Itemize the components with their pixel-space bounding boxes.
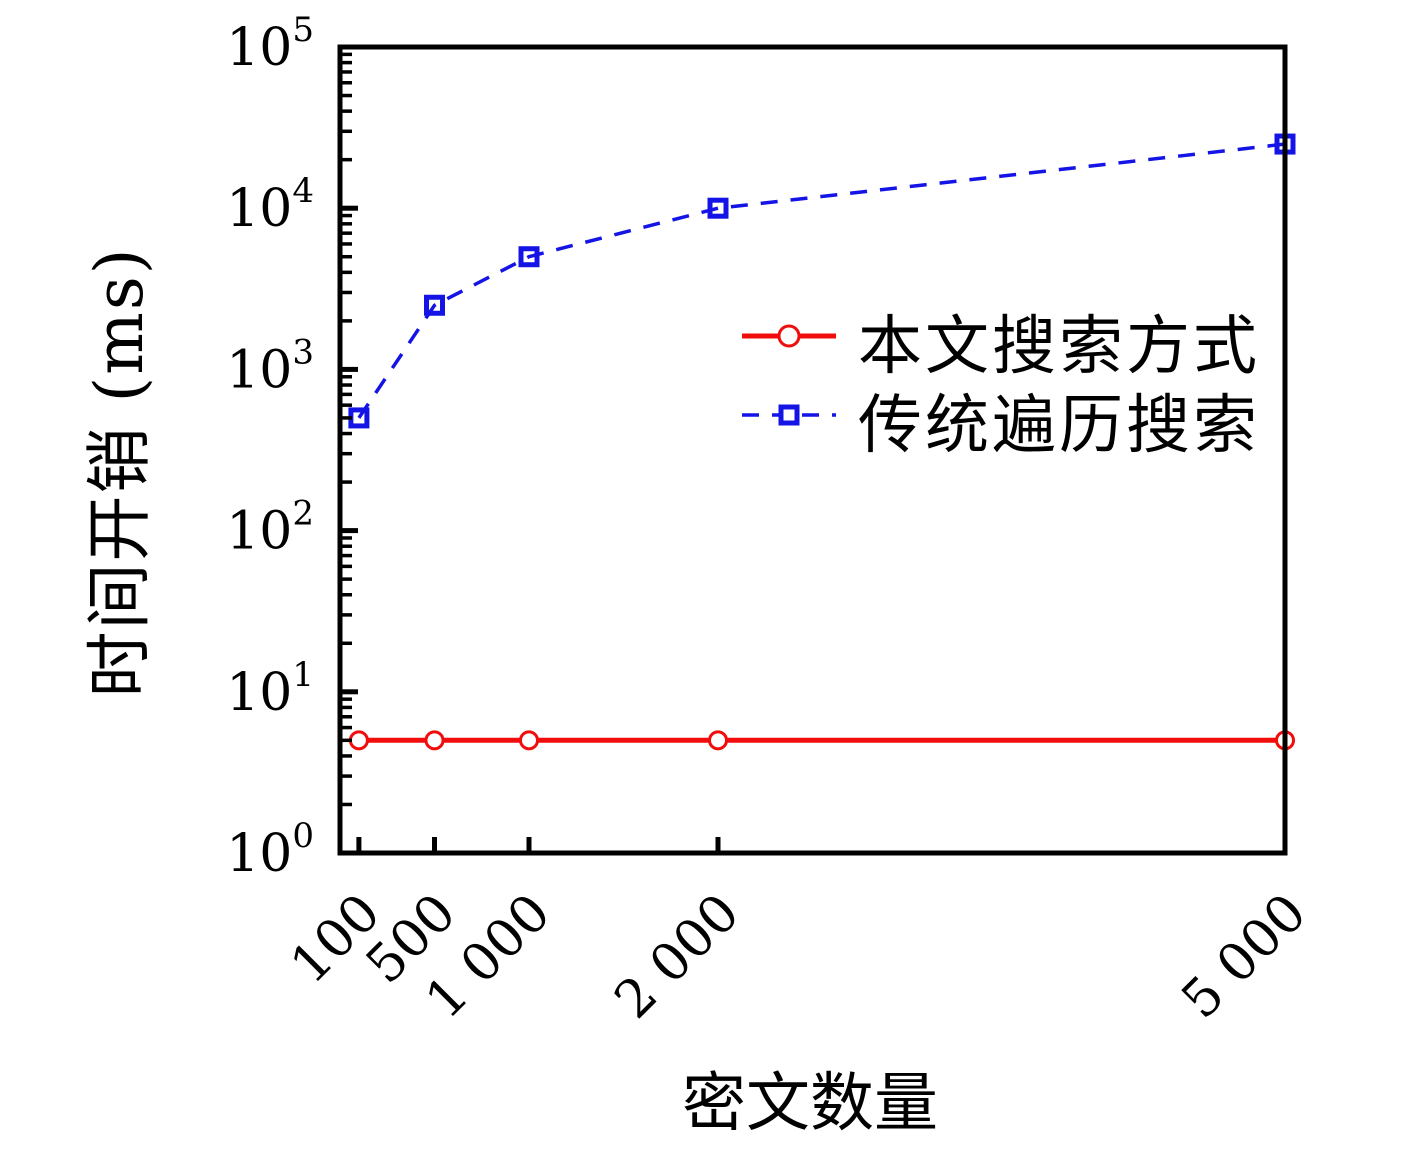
axes-layer: [337, 44, 1288, 856]
x-axis-tick-label: 2 000: [603, 883, 751, 1031]
data-point-circle: [424, 730, 445, 751]
y-axis-tick-label: 101: [226, 655, 314, 723]
x-axis-tick-label: 5 000: [1170, 883, 1318, 1031]
legend-label: 本文搜索方式: [858, 310, 1260, 384]
legend-label: 传统遍历搜索: [858, 389, 1260, 463]
y-axis-tick-label: 103: [226, 332, 314, 400]
legend-entry-traditional: 传统遍历搜索: [742, 389, 1260, 463]
data-point-circle: [519, 730, 539, 751]
data-point-square: [518, 246, 540, 268]
y-axis-tick-label: 102: [226, 494, 314, 562]
legend-entry-proposed: 本文搜索方式: [742, 310, 1260, 384]
data-point-square: [348, 407, 370, 429]
y-axis-tick-label: 100: [226, 816, 314, 884]
data-point-circle: [708, 730, 728, 751]
y-axis-tick-label: 104: [226, 171, 314, 239]
legend-square-marker: [778, 404, 800, 426]
data-point-square: [707, 197, 729, 219]
plot-border: [337, 44, 1288, 856]
data-point-circle: [348, 730, 369, 751]
series-line-traditional: [357, 142, 1286, 419]
data-point-square: [424, 294, 445, 316]
y-axis-tick-label: 105: [226, 10, 314, 78]
y-axis-title: 时间开销 (ms): [81, 247, 158, 698]
x-axis-title: 密文数量: [682, 1067, 938, 1141]
legend-circle-marker: [777, 324, 801, 348]
